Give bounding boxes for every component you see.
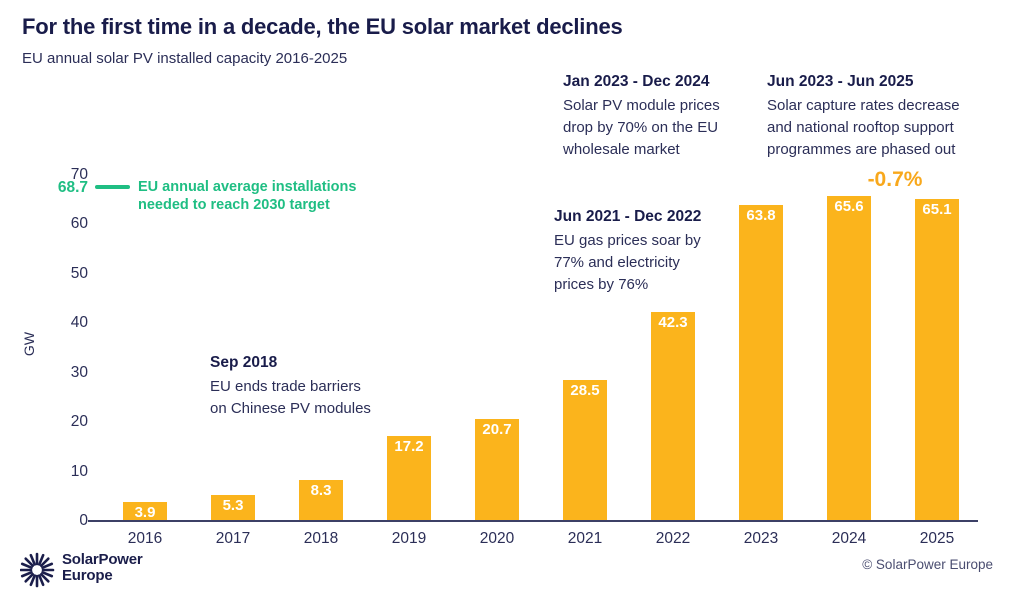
annotation-jun2023: Jun 2023 - Jun 2025 Solar capture rates …: [767, 71, 997, 161]
target-line-description: EU annual average installations needed t…: [138, 179, 357, 213]
y-tick-50: 50: [70, 264, 88, 282]
annotation-title: Sep 2018: [210, 354, 278, 371]
bar-2022: 42.3: [651, 311, 695, 521]
decline-percentage-label: -0.7%: [867, 168, 923, 191]
x-tick-2022: 2022: [655, 530, 691, 547]
annotation-body: Solar PV module prices drop by 70% on th…: [563, 97, 720, 158]
solarpower-europe-logo: SolarPower Europe: [20, 550, 280, 590]
annotation-title: Jun 2023 - Jun 2025: [767, 73, 914, 90]
y-tick-0: 0: [79, 512, 88, 529]
sunburst-icon: [20, 552, 55, 588]
bar-value-2018: 8.3: [310, 481, 332, 499]
bar-value-2023: 63.8: [746, 207, 776, 225]
annotation-body: Solar capture rates decrease and nationa…: [767, 97, 960, 158]
logo-line1: SolarPower: [62, 551, 143, 568]
annotation-title: Jan 2023 - Dec 2024: [563, 73, 710, 90]
annotation-sep2018: Sep 2018 EU ends trade barriers on Chine…: [210, 352, 420, 420]
annotation-title: Jun 2021 - Dec 2022: [554, 208, 702, 225]
x-tick-2017: 2017: [215, 530, 251, 547]
target-value-label: 68.7: [57, 179, 88, 196]
x-tick-2024: 2024: [831, 530, 867, 547]
page-title: For the first time in a decade, the EU s…: [22, 14, 623, 39]
logo-line2: Europe: [62, 567, 113, 584]
bar-value-2024: 65.6: [834, 198, 864, 216]
chart-subtitle: EU annual solar PV installed capacity 20…: [22, 50, 348, 67]
x-tick-2019: 2019: [391, 530, 427, 547]
y-tick-10: 10: [70, 462, 88, 480]
bar-2020: 20.7: [475, 418, 519, 521]
logo-text: SolarPower Europe: [62, 552, 143, 584]
bar-value-2022: 42.3: [658, 313, 688, 331]
target-line-key: [95, 185, 130, 189]
bar-2018: 8.3: [299, 479, 343, 521]
y-tick-30: 30: [70, 363, 88, 381]
y-tick-20: 20: [70, 413, 88, 430]
y-tick-70: 70: [70, 165, 88, 183]
x-tick-2020: 2020: [479, 530, 515, 547]
bar-2016: 3.9: [123, 501, 167, 521]
x-tick-2021: 2021: [567, 530, 603, 547]
bar-2019: 17.2: [387, 435, 431, 521]
y-tick-60: 60: [70, 215, 88, 232]
bar-2021: 28.5: [563, 379, 607, 521]
bar-2025: 65.1: [915, 198, 959, 521]
annotation-body: EU ends trade barriers on Chinese PV mod…: [210, 378, 371, 417]
bar-2017: 5.3: [211, 494, 255, 521]
y-tick-40: 40: [70, 314, 88, 331]
bar-value-2021: 28.5: [570, 381, 600, 399]
bar-value-2016: 3.9: [134, 503, 156, 521]
bar-value-2020: 20.7: [482, 420, 512, 438]
bar-value-2019: 17.2: [394, 437, 424, 455]
bar-value-2025: 65.1: [922, 200, 952, 218]
copyright-notice: © SolarPower Europe: [862, 557, 993, 572]
x-tick-2025: 2025: [919, 530, 955, 547]
annotation-jan2023: Jan 2023 - Dec 2024 Solar PV module pric…: [563, 71, 763, 161]
bar-2023: 63.8: [739, 205, 783, 521]
bar-value-2017: 5.3: [222, 496, 244, 514]
annotation-jun2021: Jun 2021 - Dec 2022 EU gas prices soar b…: [554, 206, 739, 296]
annotation-body: EU gas prices soar by 77% and electricit…: [554, 232, 701, 293]
x-axis-line: [88, 520, 978, 522]
x-tick-2023: 2023: [743, 530, 779, 547]
x-tick-2016: 2016: [127, 530, 163, 547]
x-tick-2018: 2018: [303, 530, 339, 547]
bar-2024: 65.6: [827, 196, 871, 521]
